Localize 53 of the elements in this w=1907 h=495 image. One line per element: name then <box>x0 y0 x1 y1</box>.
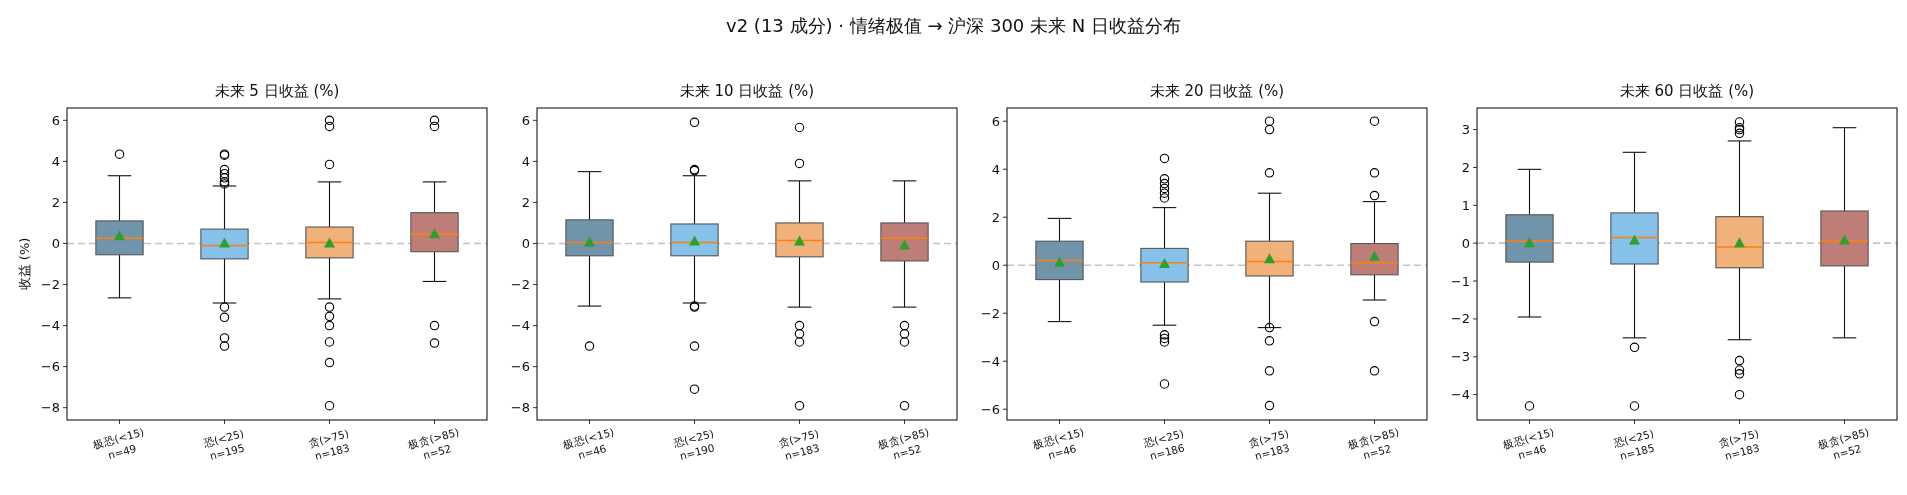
x-tick-label: 贪(>75) n=183 <box>776 426 821 463</box>
y-tick-label: 6 <box>521 112 530 128</box>
x-tick-label: 贪(>75) n=183 <box>306 426 351 463</box>
y-tick-label: 2 <box>991 209 1000 225</box>
y-tick-label: −8 <box>510 400 530 416</box>
y-tick-label: −4 <box>1450 387 1470 403</box>
x-tick-label: 极贪(>85) n=52 <box>1815 425 1871 462</box>
y-tick-label: −3 <box>1450 349 1470 365</box>
chart-title: 未来 60 日收益 (%) <box>1619 82 1755 100</box>
x-tick-label: 极恐(<15) n=46 <box>1030 425 1086 462</box>
y-tick-label: 4 <box>521 153 530 169</box>
y-tick-label: −2 <box>510 277 530 293</box>
y-tick-label: 6 <box>51 112 60 128</box>
chart-title: 未来 10 日收益 (%) <box>679 82 815 100</box>
x-tick-label: 极贪(>85) n=52 <box>1345 425 1401 462</box>
chart-title: 未来 5 日收益 (%) <box>214 82 340 100</box>
y-tick-label: 2 <box>51 194 60 210</box>
y-tick-label: 2 <box>521 194 530 210</box>
x-tick-label: 极贪(>85) n=52 <box>875 425 931 462</box>
y-tick-label: −2 <box>40 277 60 293</box>
y-tick-label: −6 <box>40 359 60 375</box>
y-tick-label: 1 <box>1461 197 1470 213</box>
y-tick-label: 0 <box>51 235 60 251</box>
x-tick-label: 恐(<25) n=190 <box>670 426 716 463</box>
chart-title: 未来 20 日收益 (%) <box>1149 82 1285 100</box>
text: v2 (13 成分) · 情绪极值 → 沪深 300 未来 N 日收益分布 <box>726 15 1181 36</box>
y-tick-label: 6 <box>991 113 1000 129</box>
y-tick-label: 3 <box>1461 122 1470 138</box>
y-tick-label: 2 <box>1461 159 1470 175</box>
x-tick-label: 恐(<25) n=195 <box>200 426 246 463</box>
y-tick-label: 0 <box>991 257 1000 273</box>
y-tick-label: −4 <box>510 318 530 334</box>
y-tick-label: −4 <box>980 353 1000 369</box>
y-tick-label: −2 <box>1450 311 1470 327</box>
x-tick-label: 恐(<25) n=185 <box>1610 426 1656 463</box>
y-tick-label: 0 <box>1461 235 1470 251</box>
y-tick-label: −4 <box>40 318 60 334</box>
y-axis-title: 收益 (%) <box>17 237 32 291</box>
y-tick-label: −6 <box>980 401 1000 417</box>
x-tick-label: 极贪(>85) n=52 <box>405 425 461 462</box>
y-tick-label: −8 <box>40 400 60 416</box>
y-tick-label: 0 <box>521 235 530 251</box>
y-tick-label: −1 <box>1450 273 1470 289</box>
x-tick-label: 极恐(<15) n=46 <box>1500 425 1556 462</box>
x-tick-label: 贪(>75) n=183 <box>1716 426 1761 463</box>
y-tick-label: −6 <box>510 359 530 375</box>
x-tick-label: 恐(<25) n=186 <box>1140 426 1187 463</box>
x-tick-label: 贪(>75) n=183 <box>1246 426 1291 463</box>
x-tick-label: 极恐(<15) n=49 <box>90 425 146 462</box>
x-tick-label: 极恐(<15) n=46 <box>560 425 616 462</box>
y-tick-label: −2 <box>980 305 1000 321</box>
y-tick-label: 4 <box>51 153 60 169</box>
y-tick-label: 4 <box>991 161 1000 177</box>
